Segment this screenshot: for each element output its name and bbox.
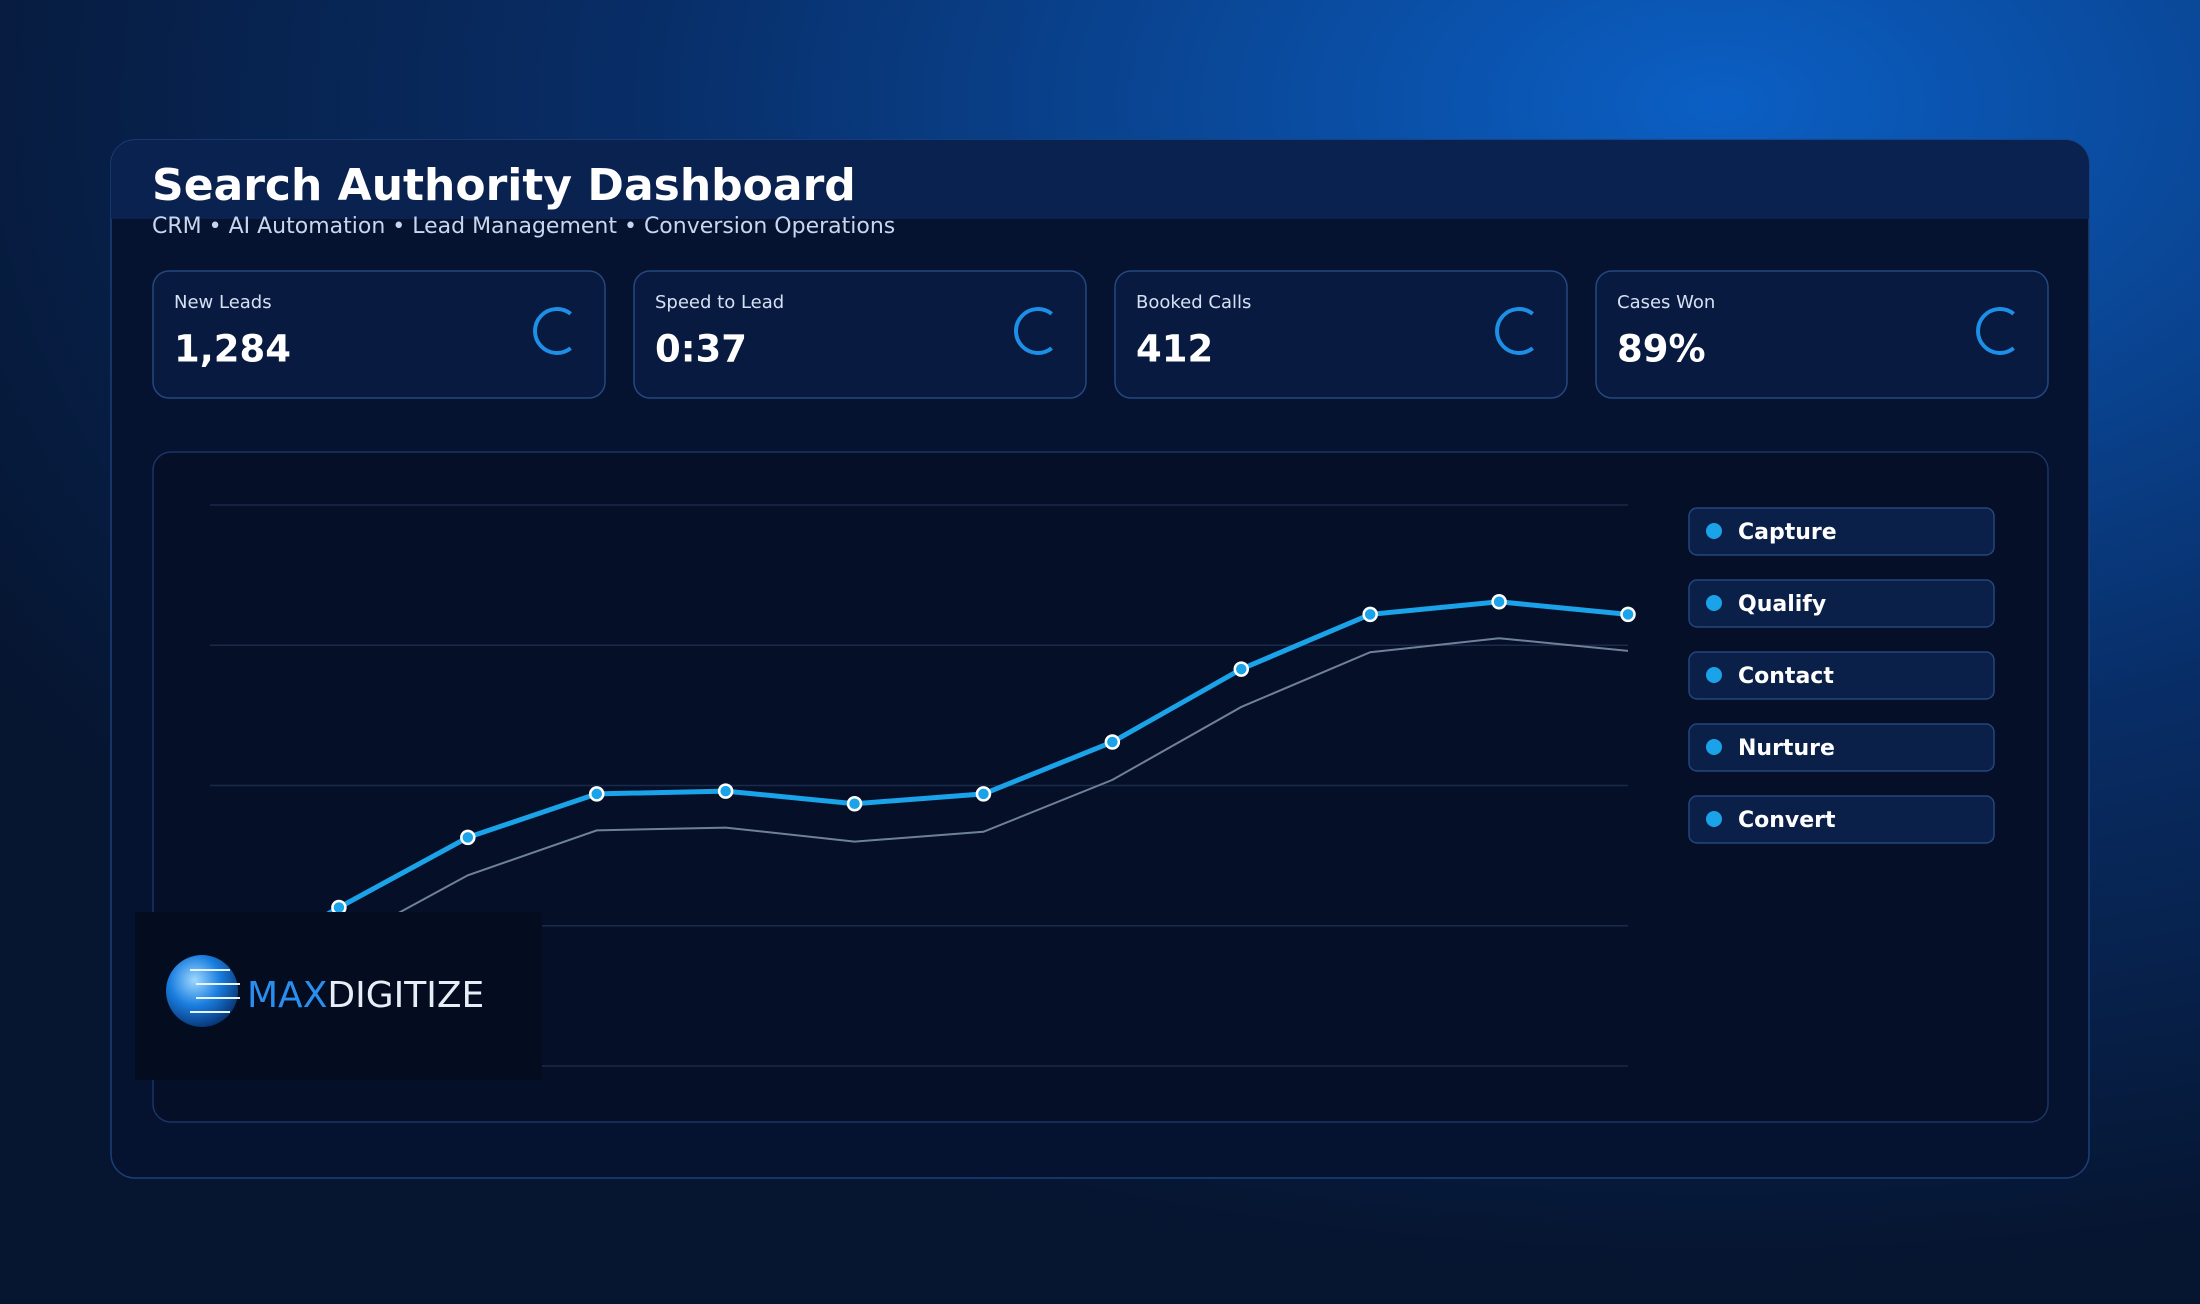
kpi-card <box>1595 270 2049 399</box>
logo-globe <box>166 955 238 1027</box>
kpi-card <box>1114 270 1568 399</box>
legend-label: Convert <box>1738 808 1836 833</box>
series-line <box>208 599 1629 985</box>
legend-dot <box>1706 595 1722 611</box>
data-point <box>588 786 605 802</box>
logo-part: DIGITIZE <box>327 975 484 1016</box>
legend-label: Contact <box>1738 664 1834 689</box>
kpi-spinner <box>533 307 572 355</box>
logo-text: MAXDIGITIZE <box>247 975 484 1016</box>
kpi-label: New Leads <box>174 292 272 313</box>
legend-dot <box>1706 739 1722 755</box>
data-point <box>1620 606 1636 623</box>
chart <box>202 504 1636 1067</box>
legend-item <box>1688 723 1995 772</box>
legend-dot <box>1706 667 1722 683</box>
data-point <box>460 829 476 846</box>
kpi-label: Speed to Lead <box>655 292 784 313</box>
legend-item <box>1688 507 1995 556</box>
data-point <box>1233 661 1250 677</box>
legend-label: Qualify <box>1738 592 1826 617</box>
data-point <box>1104 734 1121 750</box>
kpi-value: 0:37 <box>655 328 747 371</box>
kpi-card <box>152 270 606 399</box>
data-point <box>717 783 734 799</box>
title: Search Authority Dashboard <box>152 160 856 211</box>
header-band <box>111 140 2089 219</box>
logo-lines <box>190 969 240 1013</box>
kpi-value: 412 <box>1136 328 1213 371</box>
legend: Capture Qualify Contact Nurture Convert <box>1688 507 1995 844</box>
kpi-spinner <box>1976 307 2015 355</box>
series-line <box>209 637 1629 1021</box>
kpi-label: Booked Calls <box>1136 292 1251 313</box>
data-point <box>1491 594 1507 610</box>
kpi-spinner <box>1495 307 1534 355</box>
kpi-card <box>633 270 1087 399</box>
legend-item <box>1688 651 1995 700</box>
kpi-value: 89% <box>1617 328 1706 371</box>
legend-item <box>1688 795 1995 844</box>
legend-label: Nurture <box>1738 736 1835 761</box>
legend-item <box>1688 579 1995 628</box>
data-point <box>975 786 992 802</box>
subtitle: CRM • AI Automation • Lead Management • … <box>152 214 895 239</box>
data-point <box>1362 606 1378 623</box>
logo-part: MAX <box>247 975 327 1016</box>
kpi-spinner <box>1014 307 1053 355</box>
kpi-label: Cases Won <box>1617 292 1715 313</box>
legend-dot <box>1706 523 1722 539</box>
legend-dot <box>1706 811 1722 827</box>
data-point <box>846 795 863 812</box>
kpi-row: New Leads 1,284 Speed to Lead 0:37 Booked Ca… <box>152 270 2049 399</box>
legend-label: Capture <box>1738 520 1837 545</box>
chart-card <box>152 451 2049 1123</box>
kpi-value: 1,284 <box>174 328 291 371</box>
logo: MAXDIGITIZE <box>135 912 542 1080</box>
